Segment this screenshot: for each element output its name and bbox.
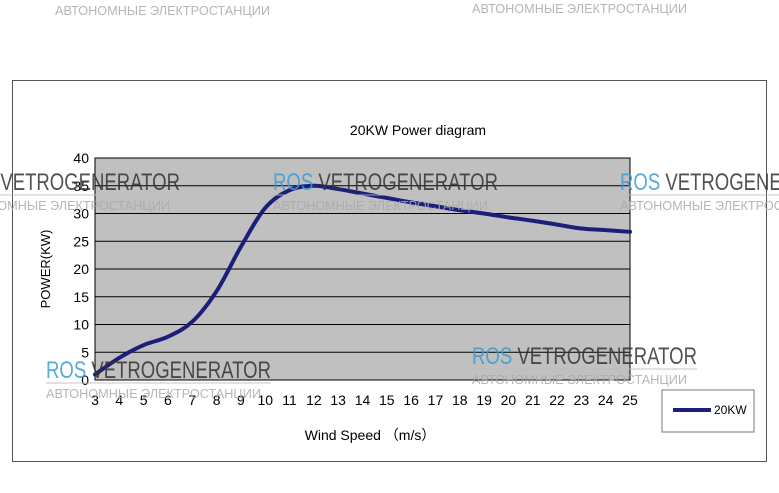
y-tick-label: 20 — [73, 261, 89, 277]
y-tick-label: 10 — [73, 317, 89, 333]
watermark: АВТОНОМНЫЕ ЭЛЕКТРОСТАНЦИИ — [55, 3, 270, 18]
svg-text:ROS VETROGENERATOR: ROS VETROGENERATOR — [46, 357, 271, 384]
x-tick-label: 7 — [188, 392, 196, 408]
x-tick-label: 18 — [452, 392, 468, 408]
watermarks: АВТОНОМНЫЕ ЭЛЕКТРОСТАНЦИИ АВТОНОМНЫЕ ЭЛЕК… — [0, 1, 779, 401]
x-tick-label: 3 — [91, 392, 99, 408]
watermark: ROS VETROGENERATOR АВТОНОМНЫЕ ЭЛЕКТРОСТАН… — [472, 343, 697, 387]
x-tick-label: 15 — [379, 392, 395, 408]
y-tick-label: 35 — [73, 178, 89, 194]
y-tick-labels: 0 5 10 15 20 25 30 35 40 — [73, 150, 89, 388]
y-tick-label: 30 — [73, 206, 89, 222]
watermark: ROS VETROGENERATOR АВТОНОМНЫЕ ЭЛЕКТРОСТАН… — [273, 169, 498, 213]
x-tick-label: 12 — [306, 392, 322, 408]
x-tick-label: 4 — [115, 392, 123, 408]
svg-text:АВТОНОМНЫЕ ЭЛЕКТРОСТАНЦИИ: АВТОНОМНЫЕ ЭЛЕКТРОСТАНЦИИ — [620, 198, 779, 213]
y-axis-label: POWER(KW) — [38, 230, 53, 309]
legend-label: 20KW — [714, 403, 747, 417]
watermark: АВТОНОМНЫЕ ЭЛЕКТРОСТАНЦИИ — [472, 1, 687, 16]
x-tick-label: 9 — [237, 392, 245, 408]
y-tick-label: 25 — [73, 233, 89, 249]
svg-text:АВТОНОМНЫЕ ЭЛЕКТРОСТАНЦИИ: АВТОНОМНЫЕ ЭЛЕКТРОСТАНЦИИ — [273, 198, 488, 213]
watermark: ROS VETROGENERATOR АВТОНОМНЫЕ ЭЛЕКТРОСТАН… — [620, 169, 779, 213]
watermark: ROS VETROGENERATOR АВТОНОМНЫЕ ЭЛЕКТРОСТАН… — [0, 169, 180, 213]
svg-text:ROS VETROGENERATOR: ROS VETROGENERATOR — [273, 169, 498, 196]
watermark: ROS VETROGENERATOR АВТОНОМНЫЕ ЭЛЕКТРОСТАН… — [46, 357, 271, 401]
x-tick-label: 8 — [213, 392, 221, 408]
svg-text:АВТОНОМНЫЕ ЭЛЕКТРОСТАНЦИИ: АВТОНОМНЫЕ ЭЛЕКТРОСТАНЦИИ — [0, 198, 170, 213]
x-tick-labels: 3 4 5 6 7 8 9 10 11 12 13 14 15 16 17 18 19 20 21 22 23 24 25 — [91, 392, 638, 408]
y-tick-label: 15 — [73, 289, 89, 305]
svg-text:АВТОНОМНЫЕ ЭЛЕКТРОСТАНЦИИ: АВТОНОМНЫЕ ЭЛЕКТРОСТАНЦИИ — [55, 3, 270, 18]
x-tick-label: 17 — [428, 392, 444, 408]
x-tick-label: 20 — [501, 392, 517, 408]
x-tick-label: 6 — [164, 392, 172, 408]
chart-title: 20KW Power diagram — [350, 122, 486, 138]
y-tick-label: 40 — [73, 150, 89, 166]
x-tick-label: 21 — [525, 392, 541, 408]
x-tick-label: 23 — [574, 392, 590, 408]
legend: 20KW — [661, 389, 755, 433]
x-tick-label: 25 — [622, 392, 638, 408]
y-tick-label: 5 — [81, 344, 89, 360]
x-tick-label: 19 — [476, 392, 492, 408]
x-tick-label: 13 — [330, 392, 346, 408]
x-axis-label: Wind Speed （m/s） — [305, 427, 436, 443]
x-tick-label: 14 — [355, 392, 371, 408]
svg-text:АВТОНОМНЫЕ ЭЛЕКТРОСТАНЦИИ: АВТОНОМНЫЕ ЭЛЕКТРОСТАНЦИИ — [472, 1, 687, 16]
x-tick-label: 22 — [549, 392, 565, 408]
x-tick-label: 5 — [140, 392, 148, 408]
x-tick-label: 11 — [282, 392, 297, 408]
x-tick-label: 16 — [403, 392, 419, 408]
svg-text:ROS VETROGENERATOR: ROS VETROGENERATOR — [472, 343, 697, 370]
svg-text:ROS VETROGENERATOR: ROS VETROGENERATOR — [0, 169, 180, 196]
svg-text:АВТОНОМНЫЕ ЭЛЕКТРОСТАНЦИИ: АВТОНОМНЫЕ ЭЛЕКТРОСТАНЦИИ — [472, 372, 687, 387]
x-tick-label: 10 — [257, 392, 273, 408]
svg-text:ROS VETROGENERATOR: ROS VETROGENERATOR — [620, 169, 779, 196]
svg-text:АВТОНОМНЫЕ ЭЛЕКТРОСТАНЦИИ: АВТОНОМНЫЕ ЭЛЕКТРОСТАНЦИИ — [46, 386, 261, 401]
x-tick-label: 24 — [598, 392, 614, 408]
grid-lines — [95, 185, 630, 353]
y-tick-label: 0 — [81, 372, 89, 388]
series-group — [93, 183, 632, 377]
